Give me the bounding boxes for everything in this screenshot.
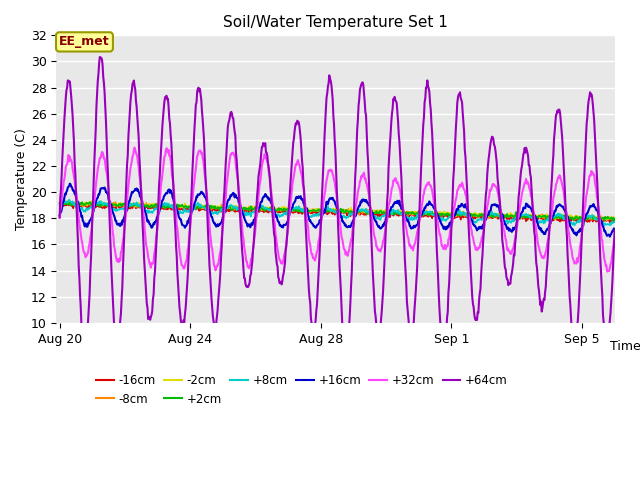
X-axis label: Time: Time (611, 340, 640, 353)
Title: Soil/Water Temperature Set 1: Soil/Water Temperature Set 1 (223, 15, 448, 30)
Y-axis label: Temperature (C): Temperature (C) (15, 128, 28, 230)
Legend: -16cm, -8cm, -2cm, +2cm, +8cm, +16cm, +32cm, +64cm: -16cm, -8cm, -2cm, +2cm, +8cm, +16cm, +3… (92, 369, 513, 410)
Text: EE_met: EE_met (59, 36, 110, 48)
